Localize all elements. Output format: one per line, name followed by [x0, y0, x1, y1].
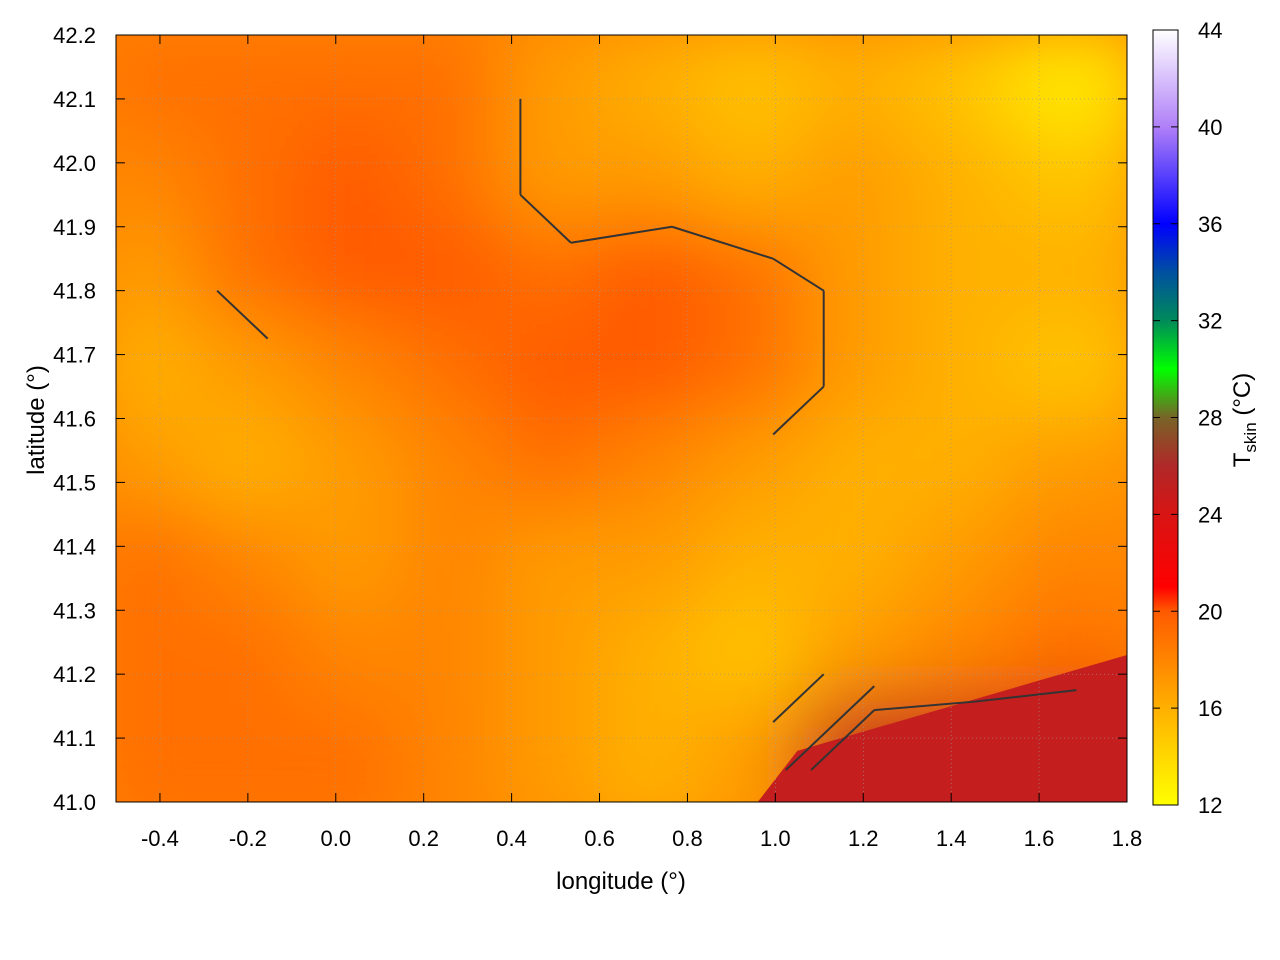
y-axis-label: latitude (°) [23, 365, 50, 475]
x-tick-label: 1.4 [936, 826, 967, 851]
y-tick-label: 42.1 [53, 87, 96, 112]
x-axis-label: longitude (°) [556, 868, 686, 895]
y-tick-label: 41.4 [53, 534, 96, 559]
y-tick-label: 41.5 [53, 470, 96, 495]
x-tick-label: 0.8 [672, 826, 703, 851]
colorbar-tick-label: 32 [1198, 309, 1222, 334]
colorbar-ticks: 12 16 20 24 28 32 36 40 44 [1153, 18, 1222, 818]
y-ticks: 41.0 41.1 41.2 41.3 41.4 41.5 41.6 41.7 41.8 41.9… [53, 23, 1127, 815]
y-tick-label: 42.2 [53, 23, 96, 48]
y-tick-label: 41.7 [53, 343, 96, 368]
sea-region [757, 654, 1127, 802]
colorbar-tick-label: 24 [1198, 502, 1222, 527]
y-tick-label: 41.8 [53, 279, 96, 304]
colorbar-tick-label: 16 [1198, 696, 1222, 721]
colorbar-tick-label: 44 [1198, 18, 1222, 43]
y-tick-label: 41.6 [53, 407, 96, 432]
contour-line [772, 673, 825, 723]
colorbar-tick-label: 20 [1198, 599, 1222, 624]
x-tick-label: 1.6 [1024, 826, 1055, 851]
x-ticks: -0.4 -0.2 0.0 0.2 0.4 0.6 0.8 1.0 1.2 1.4 1.6 1.8 [141, 35, 1142, 851]
y-tick-label: 41.3 [53, 598, 96, 623]
colorbar-tick-label: 12 [1198, 793, 1222, 818]
x-tick-label: 0.0 [320, 826, 351, 851]
y-tick-label: 41.1 [53, 726, 96, 751]
colorbar-tick-label: 40 [1198, 115, 1222, 140]
colorbar-label-unit: (°C) [1229, 373, 1256, 423]
x-tick-label: 0.4 [496, 826, 527, 851]
contour-lines [216, 98, 1077, 771]
x-tick-label: 1.2 [848, 826, 879, 851]
x-tick-label: 0.6 [584, 826, 615, 851]
y-tick-label: 41.2 [53, 662, 96, 687]
y-tick-label: 41.9 [53, 215, 96, 240]
y-tick-label: 41.0 [53, 790, 96, 815]
colorbar-label-sub: skin [1241, 422, 1260, 452]
contour-line [216, 98, 875, 771]
colorbar-tick-label: 28 [1198, 406, 1222, 431]
x-tick-label: 0.2 [408, 826, 439, 851]
x-tick-label: -0.2 [229, 826, 267, 851]
x-tick-label: 1.0 [760, 826, 791, 851]
contour-line [810, 689, 1077, 771]
heatmap-cells [116, 35, 1127, 802]
colorbar-label: Tskin (°C) [1229, 373, 1260, 468]
y-tick-label: 42.0 [53, 151, 96, 176]
colorbar-label-main: T [1229, 452, 1256, 467]
x-tick-label: 1.8 [1112, 826, 1143, 851]
colorbar-tick-label: 36 [1198, 212, 1222, 237]
x-tick-label: -0.4 [141, 826, 179, 851]
